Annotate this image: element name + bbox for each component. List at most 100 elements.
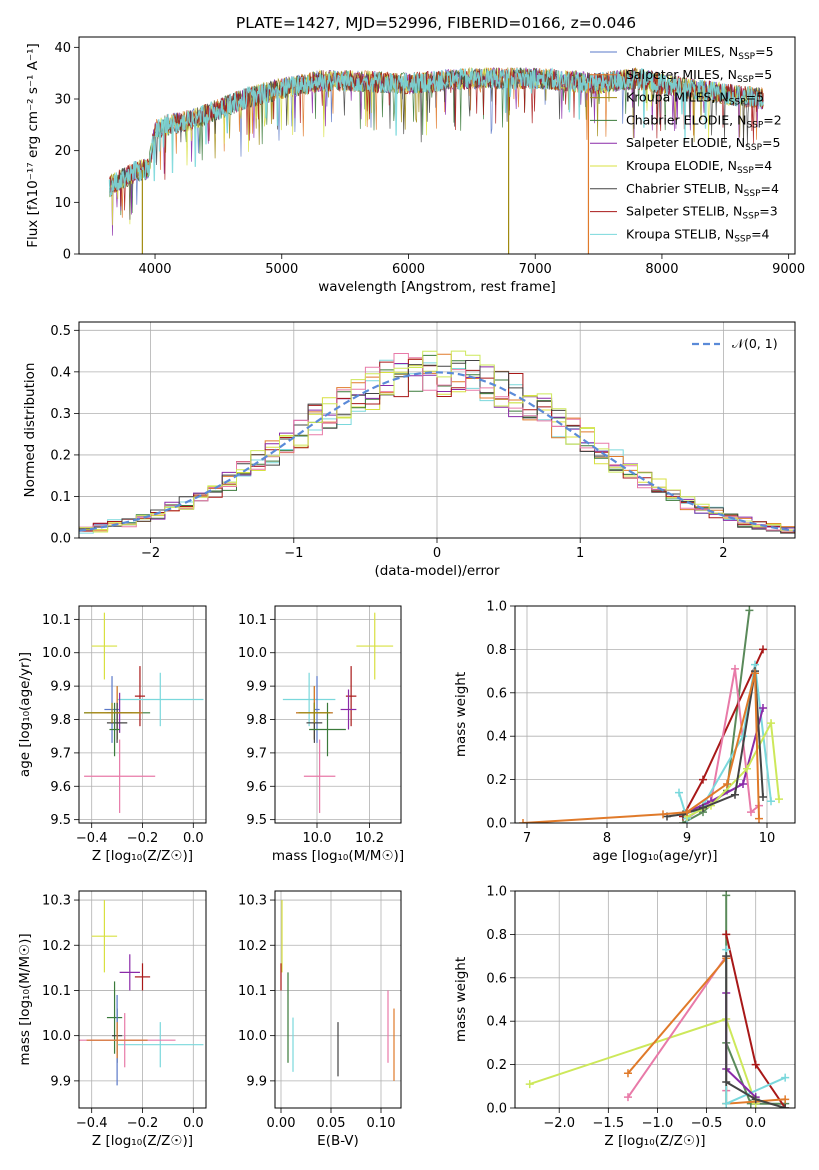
panel-age-vs-Z: −0.4 −0.2 0.0 9.5 9.6 9.7 9.8 9.9 10.0 10.1 Z [log… (17, 605, 207, 864)
weight-marker (781, 1095, 790, 1104)
plot-content (525, 891, 790, 1108)
legend-label: Salpeter ELODIE, NSSP=5 (626, 135, 780, 153)
x-tick-label: 9 (683, 831, 691, 846)
weight-marker (759, 703, 767, 712)
x-tick-label: −1.0 (642, 1116, 674, 1131)
errorbar-point (282, 672, 336, 727)
x-tick-label: 8000 (645, 262, 678, 277)
x-tick-label: −2 (141, 546, 160, 561)
y-tick-label: 0.4 (50, 365, 71, 380)
weight-marker (767, 719, 775, 728)
weight-series (686, 707, 764, 814)
errorbar-point (303, 739, 336, 813)
y-tick-label: 1.0 (486, 600, 507, 615)
x-axis-label: Z [log₁₀(Z/Z☉)] (92, 1133, 193, 1149)
x-axis-label: age [log₁₀(age/yr)] (592, 848, 717, 864)
errorbar-point (340, 689, 357, 730)
legend-label: Chabrier MILES, NSSP=5 (626, 44, 774, 62)
axes-frame (78, 36, 796, 255)
x-tick-label: −0.4 (76, 831, 108, 846)
y-tick-label: 10.3 (238, 894, 267, 909)
x-tick-label: 9000 (772, 262, 805, 277)
legend-label: Kroupa STELIB, NSSP=4 (626, 226, 770, 244)
x-axis-label: E(B-V) (317, 1133, 359, 1149)
y-axis-label: mass weight (453, 957, 469, 1042)
x-tick-label: 0.00 (267, 1116, 296, 1131)
weight-marker (747, 808, 755, 817)
y-axis-label: age [log₁₀(age/yr)] (17, 652, 33, 777)
y-axis-label: Flux [fλ10⁻¹⁷ erg cm⁻² s⁻¹ A⁻¹] (25, 43, 41, 248)
weight-marker (743, 764, 751, 773)
errorbar-point (298, 702, 331, 723)
x-tick-label: −1 (284, 546, 303, 561)
y-tick-label: 30 (54, 93, 71, 108)
y-tick-label: 9.6 (246, 780, 267, 795)
weight-series (522, 673, 760, 823)
axes-frame (78, 321, 796, 539)
errorbar-point (117, 672, 204, 727)
weight-marker (745, 606, 754, 615)
y-tick-label: 0.0 (486, 817, 507, 832)
plot-area (275, 606, 401, 823)
y-tick-label: 10 (54, 196, 71, 211)
x-tick-label: 0 (433, 546, 441, 561)
weight-series (725, 956, 786, 1108)
legend: 𝒩(0, 1) (692, 336, 778, 351)
y-tick-label: 0.6 (486, 686, 507, 701)
y-tick-label: 0.8 (486, 928, 507, 943)
axes-frame (78, 890, 207, 1109)
legend-label: Chabrier ELODIE, NSSP=2 (626, 112, 782, 130)
panel-spectrum: 4000 5000 6000 7000 8000 9000 0 10 20 30 40 wavelen… (25, 36, 805, 295)
weight-marker (525, 1080, 534, 1089)
y-tick-label: 9.8 (246, 713, 267, 728)
weight-marker (751, 1095, 760, 1104)
axes-frame (78, 605, 207, 824)
x-tick-label: 1 (576, 546, 584, 561)
y-tick-label: 0.3 (50, 407, 71, 422)
x-tick-label: 10 (759, 831, 776, 846)
weight-marker (699, 803, 707, 812)
normal-curve (79, 371, 795, 532)
panels: 4000 5000 6000 7000 8000 9000010203040wavelen… (17, 36, 805, 1149)
axes-frame (514, 890, 796, 1109)
y-tick-label: 9.9 (246, 1074, 267, 1089)
y-tick-label: 0 (63, 248, 71, 263)
x-tick-label: −0.5 (691, 1116, 723, 1131)
x-axis-label: (data-model)/error (374, 563, 500, 579)
plot-area (515, 891, 795, 1108)
y-tick-label: 1.0 (486, 885, 507, 900)
errorbar-point (109, 702, 120, 757)
y-tick-label: 10.1 (238, 613, 267, 628)
panel-mass-vs-ebv: 0.00 0.05 0.10 9.9 10.0 10.1 10.2 10.3 E(B-V) (238, 890, 402, 1149)
weight-marker (659, 810, 667, 819)
errorbar-point (86, 1022, 148, 1059)
errorbar-point (345, 666, 357, 727)
y-tick-label: 10.0 (42, 1029, 71, 1044)
x-tick-label: 5000 (265, 262, 298, 277)
weight-marker (675, 788, 683, 797)
errorbar-point (309, 702, 346, 757)
y-tick-label: 9.5 (246, 813, 267, 828)
axes-frame (514, 605, 796, 824)
legend: Chabrier MILES, NSSP=5 Salpeter MILES, NS… (590, 44, 782, 244)
x-axis-label: mass [log₁₀(M/M☉)] (272, 848, 404, 864)
y-tick-label: 9.9 (50, 680, 71, 695)
histogram-series (79, 350, 795, 533)
weight-marker (731, 664, 739, 673)
plot-content (108, 66, 764, 254)
x-tick-label: 0.10 (367, 1116, 396, 1131)
weight-marker (751, 1060, 760, 1069)
y-tick-label: 0.6 (486, 971, 507, 986)
plot-content (84, 612, 204, 813)
y-tick-label: 0.8 (486, 643, 507, 658)
panel-age-vs-mass: 10.0 10.2 9.5 9.6 9.7 9.8 9.9 10.0 10.1 mass [log… (238, 605, 404, 864)
errorbar-point (106, 981, 123, 1054)
weight-marker (739, 732, 747, 741)
y-tick-label: 0.4 (486, 730, 507, 745)
weight-marker (751, 669, 759, 678)
weight-marker (722, 930, 731, 939)
x-axis-label: Z [log₁₀(Z/Z☉)] (92, 848, 193, 864)
y-tick-label: 0.2 (50, 448, 71, 463)
y-tick-label: 10.0 (238, 1029, 267, 1044)
y-tick-label: 10.2 (238, 939, 267, 954)
